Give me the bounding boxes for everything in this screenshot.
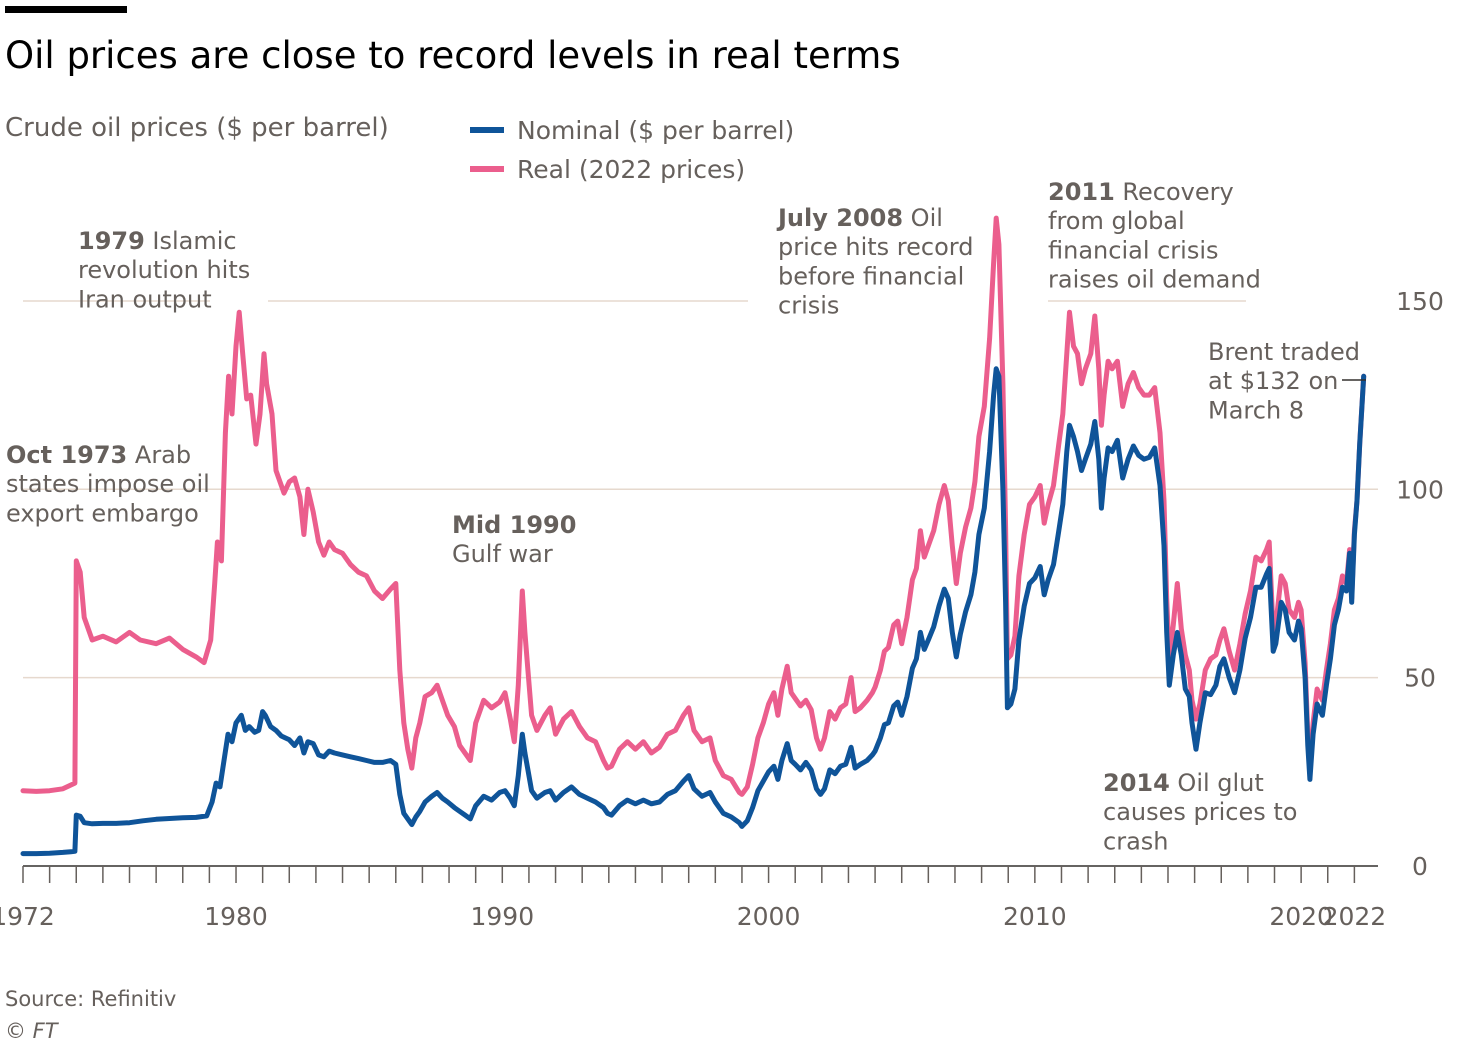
annotation-line: raises oil demand — [1048, 266, 1261, 294]
x-tick-label: 1980 — [204, 902, 268, 931]
annotation-text: Recovery — [1115, 178, 1234, 206]
annotation-line: Gulf war — [452, 540, 553, 568]
y-tick-label: 0 — [1412, 852, 1428, 881]
annotation-line: price hits record — [778, 233, 973, 261]
annotation-date: Oct 1973 — [6, 441, 127, 469]
x-tick-label: 2020 — [1269, 902, 1333, 931]
annotation-line: export embargo — [6, 499, 199, 527]
x-tick-label: 2000 — [737, 902, 801, 931]
y-tick-label: 50 — [1404, 664, 1436, 693]
title-accent-bar — [5, 6, 127, 13]
legend-item-nominal: Nominal ($ per barrel) — [470, 115, 794, 145]
series-line-nominal — [20, 366, 1367, 857]
annotation-text: Brent traded — [1208, 338, 1360, 366]
annotation-line: before financial — [778, 262, 964, 290]
chart-title: Oil prices are close to record levels in… — [5, 34, 901, 77]
annotation-date: Mid 1990 — [452, 511, 576, 539]
annotation-line: at $132 on — [1208, 367, 1338, 395]
annotation-line: financial crisis — [1048, 236, 1219, 264]
annotation-line: states impose oil — [6, 470, 210, 498]
legend-swatch-real — [470, 166, 504, 172]
series-lines — [20, 215, 1367, 857]
annotation: Mid 1990 Gulf war — [452, 511, 576, 568]
annotation-line: Brent traded — [1208, 338, 1360, 366]
series-line-real — [20, 215, 1367, 797]
annotation: Oct 1973 Arab states impose oil export emb… — [6, 441, 210, 527]
x-tick-label: 2010 — [1003, 902, 1067, 931]
grid-lines — [23, 300, 1378, 679]
annotation-line: Oct 1973 Arab — [6, 441, 191, 469]
annotation-date: 2011 — [1048, 178, 1115, 206]
annotation-line: 1979 Islamic — [78, 227, 237, 255]
chart-subtitle: Crude oil prices ($ per barrel) — [5, 113, 389, 143]
annotation-line: crisis — [778, 292, 839, 320]
annotation-text: Islamic — [145, 227, 237, 255]
annotations: Oct 1973 Arab states impose oil export emb… — [6, 178, 1366, 855]
annotation-date: July 2008 — [776, 204, 903, 232]
annotation-line: causes prices to — [1103, 798, 1297, 826]
annotation-date: 2014 — [1103, 769, 1170, 797]
annotation-line: crash — [1103, 827, 1168, 855]
annotation-date: 1979 — [78, 227, 145, 255]
annotation: 1979 Islamic revolution hits Iran output — [78, 227, 250, 313]
annotation: July 2008 Oil price hits record before fin… — [776, 204, 973, 320]
legend-label-nominal: Nominal ($ per barrel) — [517, 115, 795, 145]
x-tick-label: 2022 — [1323, 902, 1387, 931]
annotation-line: July 2008 Oil — [776, 204, 943, 232]
annotation-text: Arab — [127, 441, 191, 469]
annotation-line: Iran output — [78, 285, 212, 313]
annotation: 2014 Oil glut causes prices to crash — [1103, 769, 1297, 855]
source-note: Source: Refinitiv — [5, 987, 177, 1011]
annotation-text: Oil glut — [1170, 769, 1264, 797]
y-tick-label: 100 — [1396, 475, 1444, 504]
annotation-line: March 8 — [1208, 396, 1304, 424]
annotation: 2011 Recovery from global financial crisis… — [1048, 178, 1261, 294]
annotation-text: Oil — [903, 204, 943, 232]
legend-item-real: Real (2022 prices) — [470, 154, 745, 184]
legend-swatch-nominal — [470, 127, 504, 133]
y-axis: 0 50 100 150 — [1396, 287, 1444, 881]
x-tick-label: 1990 — [470, 902, 534, 931]
annotation-line: from global — [1048, 207, 1185, 235]
x-tick-label: 1972 — [0, 902, 55, 931]
annotation-line: 2014 Oil glut — [1103, 769, 1264, 797]
annotation-line: revolution hits — [78, 256, 250, 284]
annotation-line: Mid 1990 — [452, 511, 576, 539]
annotation: Brent traded at $132 on March 8 — [1208, 338, 1360, 424]
annotation-line: 2011 Recovery — [1048, 178, 1234, 206]
y-tick-label: 150 — [1396, 287, 1444, 316]
credit-note: © FT — [5, 1019, 58, 1043]
legend-label-real: Real (2022 prices) — [517, 154, 746, 184]
